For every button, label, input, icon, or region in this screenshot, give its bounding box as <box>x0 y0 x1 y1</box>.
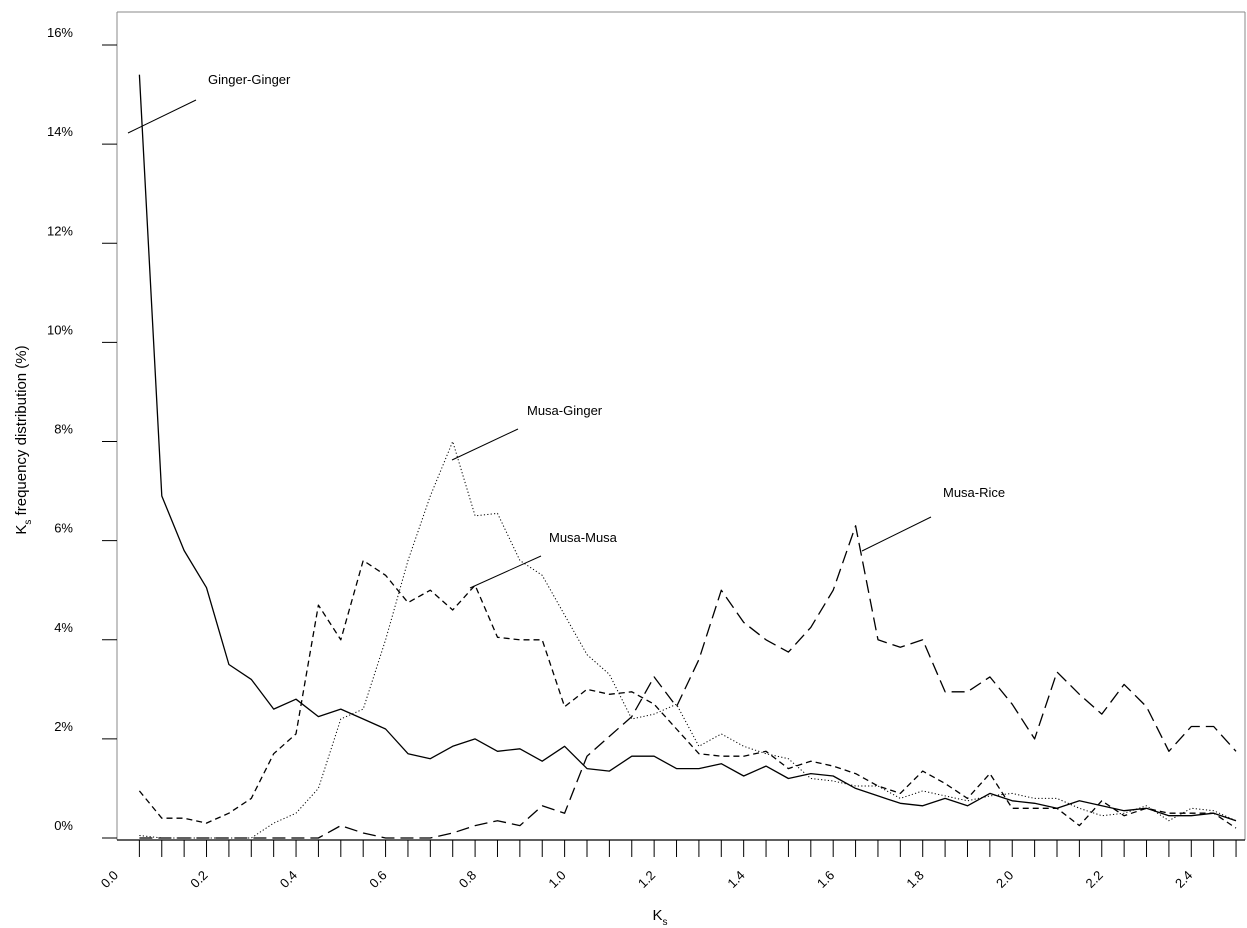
series-label-ginger-ginger: Ginger-Ginger <box>208 72 291 87</box>
series-label-musa-rice: Musa-Rice <box>943 485 1005 500</box>
x-tick-label: 1.6 <box>814 868 837 891</box>
x-tick-label: 1.0 <box>545 868 568 891</box>
x-axis-title: Ks <box>652 907 667 928</box>
y-tick-label: 2% <box>54 719 73 734</box>
series-line-ginger-ginger <box>138 74 1237 822</box>
y-tick-label: 14% <box>47 124 73 139</box>
x-tick-label: 0.6 <box>366 868 389 891</box>
y-axis-title: Ks frequency distribution (%) <box>13 345 34 534</box>
y-tick-label: 16% <box>47 25 73 40</box>
x-tick-label: 0.0 <box>98 868 121 891</box>
leader-line-ginger-ginger <box>127 99 197 134</box>
y-tick-label: 4% <box>54 620 73 635</box>
series-line-musa-rice <box>139 525 1237 839</box>
y-tick-label: 6% <box>54 521 73 536</box>
series-line-musa-musa <box>138 559 1237 829</box>
x-tick-label: 1.8 <box>903 868 926 891</box>
x-tick-label: 1.4 <box>724 868 747 891</box>
y-tick-label: 12% <box>47 223 73 238</box>
leader-line-musa-musa <box>469 555 542 589</box>
series-label-musa-musa: Musa-Musa <box>549 530 618 545</box>
y-tick-label: 10% <box>47 322 73 337</box>
series-line-musa-ginger <box>139 441 1237 839</box>
leader-line-musa-ginger <box>451 428 519 461</box>
leader-line-musa-rice <box>861 516 932 552</box>
x-tick-label: 0.4 <box>277 868 300 891</box>
x-tick-label: 0.8 <box>456 868 479 891</box>
x-tick-label: 2.0 <box>993 868 1016 891</box>
x-axis-ticks: 0.0 0.2 0.4 0.6 0.8 1.0 1.2 1.4 1.6 1.8 2.0 2.2 2.4 <box>98 840 1237 891</box>
x-tick-label: 0.2 <box>187 868 210 891</box>
y-axis-ticks: 0% 2% 4% 6% 8% 10% 12% 14% 16% <box>47 25 117 839</box>
y-tick-label: 8% <box>54 422 73 437</box>
x-tick-label: 2.2 <box>1082 868 1105 891</box>
y-tick-label: 0% <box>54 818 73 833</box>
series-annotations: Ginger-Ginger Musa-Ginger Musa-Musa Musa-Ri… <box>127 72 1005 589</box>
axes <box>116 11 1246 841</box>
x-tick-label: 2.4 <box>1172 868 1195 891</box>
series-label-musa-ginger: Musa-Ginger <box>527 403 603 418</box>
x-tick-label: 1.2 <box>635 868 658 891</box>
series-lines <box>138 74 1237 839</box>
